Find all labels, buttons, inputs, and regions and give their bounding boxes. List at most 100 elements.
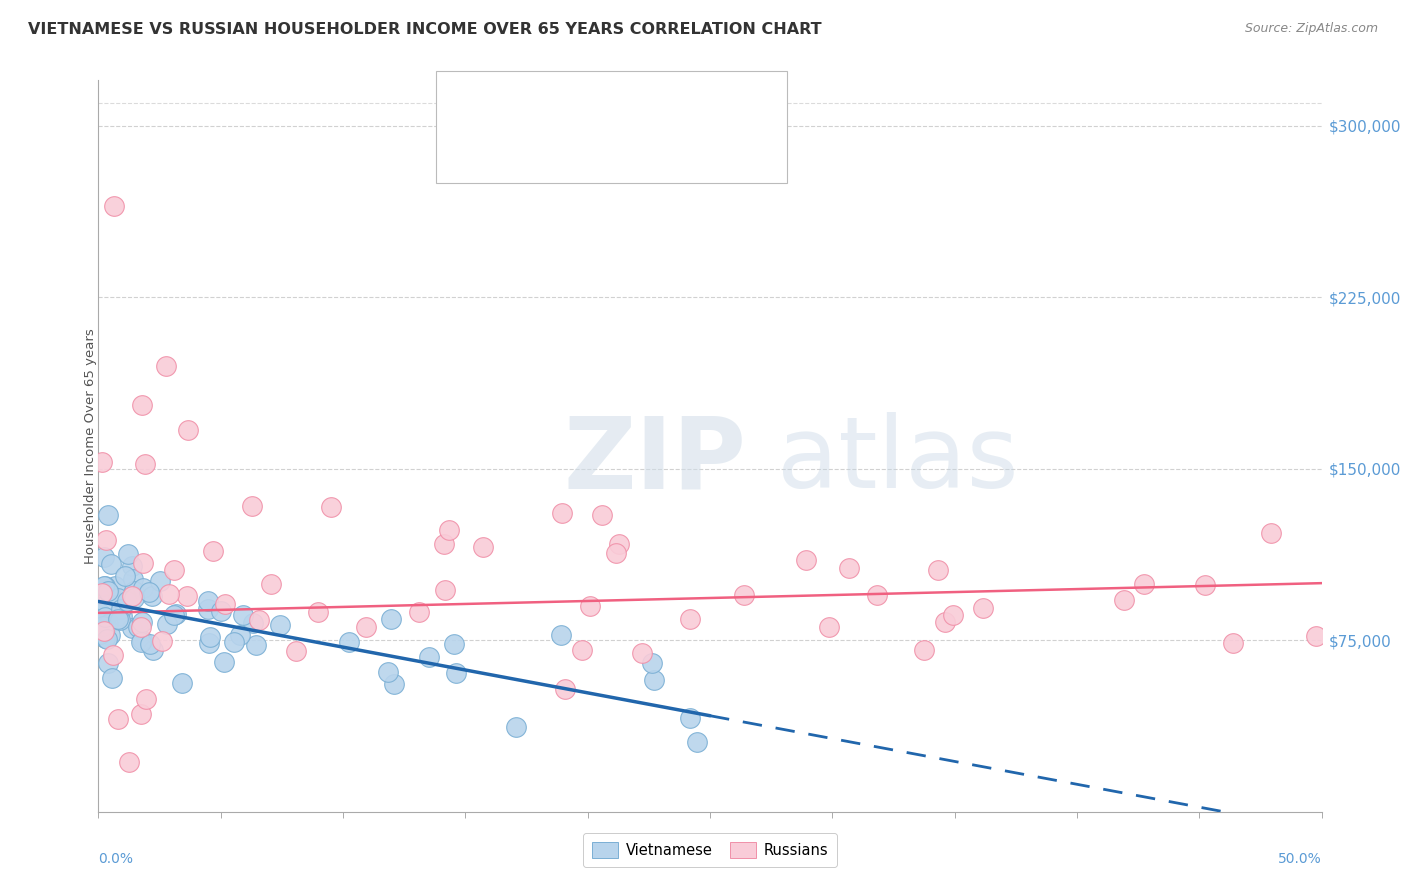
Text: 0.039: 0.039 — [558, 144, 605, 158]
Vietnamese — [115, 594, 138, 608]
Vietnamese — [104, 579, 127, 593]
Russians — [733, 588, 755, 602]
Text: 50.0%: 50.0% — [1278, 852, 1322, 866]
Russians — [472, 540, 495, 554]
Vietnamese — [93, 579, 115, 593]
Vietnamese — [124, 591, 146, 605]
Russians — [591, 508, 613, 523]
Russians — [1305, 628, 1327, 642]
Russians — [942, 607, 965, 622]
Vietnamese — [89, 606, 111, 620]
Legend: Vietnamese, Russians: Vietnamese, Russians — [583, 833, 837, 867]
Russians — [91, 586, 114, 600]
Russians — [131, 707, 153, 722]
Russians — [1194, 578, 1216, 592]
Russians — [121, 589, 143, 603]
Vietnamese — [108, 614, 131, 628]
Vietnamese — [212, 656, 235, 670]
Text: VIETNAMESE VS RUSSIAN HOUSEHOLDER INCOME OVER 65 YEARS CORRELATION CHART: VIETNAMESE VS RUSSIAN HOUSEHOLDER INCOME… — [28, 22, 821, 37]
Vietnamese — [122, 583, 145, 598]
Russians — [817, 620, 839, 634]
Vietnamese — [91, 619, 114, 633]
Vietnamese — [141, 589, 163, 603]
Vietnamese — [138, 585, 160, 599]
Text: Source: ZipAtlas.com: Source: ZipAtlas.com — [1244, 22, 1378, 36]
Vietnamese — [198, 630, 221, 644]
Russians — [794, 553, 817, 567]
Vietnamese — [149, 574, 172, 589]
Russians — [550, 506, 572, 520]
Text: R =: R = — [508, 93, 538, 108]
Russians — [307, 605, 329, 619]
Russians — [202, 544, 225, 558]
Vietnamese — [142, 642, 165, 657]
Russians — [177, 423, 200, 437]
Russians — [214, 597, 236, 611]
Russians — [1112, 593, 1135, 607]
Vietnamese — [129, 634, 152, 648]
Vietnamese — [166, 607, 188, 622]
Vietnamese — [117, 548, 139, 562]
Vietnamese — [96, 632, 118, 647]
Russians — [96, 533, 118, 547]
Text: 71: 71 — [703, 93, 723, 108]
Russians — [150, 634, 173, 648]
Russians — [132, 556, 155, 570]
Vietnamese — [121, 621, 143, 635]
Russians — [578, 599, 600, 614]
Bar — [457, 82, 494, 119]
Vietnamese — [172, 675, 194, 690]
Russians — [972, 601, 994, 615]
Vietnamese — [127, 620, 149, 634]
Vietnamese — [198, 636, 221, 650]
Russians — [838, 561, 860, 575]
Russians — [103, 199, 125, 213]
Text: atlas: atlas — [778, 412, 1019, 509]
Russians — [259, 577, 281, 591]
Russians — [155, 359, 177, 373]
Russians — [247, 613, 270, 627]
Vietnamese — [89, 626, 111, 640]
Vietnamese — [100, 627, 122, 641]
Vietnamese — [229, 628, 252, 642]
Russians — [679, 612, 702, 626]
Vietnamese — [131, 632, 153, 647]
Russians — [176, 589, 198, 603]
Text: 0.0%: 0.0% — [98, 852, 134, 866]
Russians — [432, 536, 454, 550]
Vietnamese — [163, 607, 186, 622]
Vietnamese — [122, 572, 145, 586]
Vietnamese — [121, 558, 143, 573]
Vietnamese — [242, 615, 264, 630]
Russians — [1222, 636, 1244, 650]
Russians — [91, 455, 114, 469]
Vietnamese — [679, 711, 702, 725]
Vietnamese — [686, 735, 709, 749]
Russians — [927, 563, 949, 577]
Russians — [607, 537, 630, 551]
Russians — [433, 583, 456, 598]
Text: -0.374: -0.374 — [558, 93, 610, 108]
Vietnamese — [156, 616, 179, 631]
Y-axis label: Householder Income Over 65 years: Householder Income Over 65 years — [83, 328, 97, 564]
Russians — [605, 546, 627, 560]
Text: ZIP: ZIP — [564, 412, 747, 509]
Vietnamese — [93, 549, 115, 564]
Vietnamese — [377, 665, 399, 680]
Vietnamese — [131, 581, 153, 595]
Russians — [866, 588, 889, 602]
Vietnamese — [222, 635, 245, 649]
Russians — [630, 646, 652, 660]
Vietnamese — [641, 656, 664, 670]
Russians — [554, 682, 576, 697]
Vietnamese — [97, 508, 120, 522]
Vietnamese — [107, 612, 129, 626]
Vietnamese — [197, 594, 219, 608]
Vietnamese — [443, 637, 465, 651]
Vietnamese — [101, 671, 124, 685]
Vietnamese — [97, 656, 120, 670]
Vietnamese — [505, 720, 527, 734]
Vietnamese — [94, 609, 117, 624]
Vietnamese — [209, 604, 232, 618]
Russians — [129, 620, 152, 634]
